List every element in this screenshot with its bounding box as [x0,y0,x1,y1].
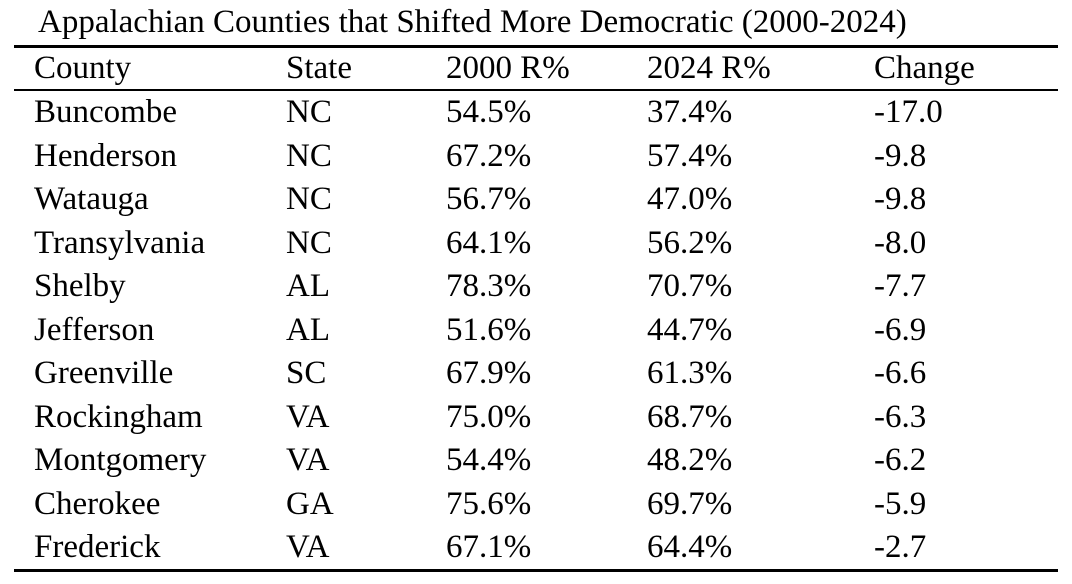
table-title: Appalachian Counties that Shifted More D… [38,4,907,40]
table-cell: SC [286,355,327,391]
table-cell: 67.1% [446,529,532,565]
table-cell: VA [286,442,330,478]
table-row: Watauga NC 56.7% 47.0% -9.8 [14,178,1058,221]
table-cell: 67.2% [446,137,532,174]
table-cell: 47.0% [647,181,733,217]
table-row: Montgomery VA 54.4% 48.2% -6.2 [14,439,1058,482]
table-cell: AL [286,268,330,304]
table-row: Cherokee GA 75.6% 69.7% -5.9 [14,483,1058,526]
table-cell: 64.4% [647,529,733,565]
table-cell: VA [286,398,330,435]
table-row: Greenville SC 67.9% 61.3% -6.6 [14,352,1058,395]
table-cell: -9.8 [874,181,927,217]
table-cell: -6.9 [874,311,927,348]
header-cell-2000r: 2000 R% [446,50,570,86]
table-cell: NC [286,94,332,130]
table-cell: -8.0 [874,224,927,261]
table-cell: Shelby [34,268,126,304]
table-cell: -2.7 [874,529,927,565]
table-cell: GA [286,485,334,522]
table-cell: Henderson [34,137,177,174]
table-cell: AL [286,311,330,348]
table-cell: 64.1% [446,224,532,261]
county-shift-table-figure: Appalachian Counties that Shifted More D… [14,0,1058,572]
table-row: Buncombe NC 54.5% 37.4% -17.0 [14,91,1058,134]
table-cell: Rockingham [34,398,203,435]
table-cell: 37.4% [647,94,733,130]
table-cell: Cherokee [34,485,161,522]
header-cell-state: State [286,50,352,86]
table-cell: 75.0% [446,398,532,435]
table-cell: -9.8 [874,137,927,174]
table-cell: Montgomery [34,442,207,478]
table-header: County State 2000 R% 2024 R% Change [14,45,1058,91]
table-cell: 57.4% [647,137,733,174]
county-shift-table: County State 2000 R% 2024 R% Change Bunc… [14,45,1058,572]
table-row: Jefferson AL 51.6% 44.7% -6.9 [14,309,1058,352]
table-cell: 56.7% [446,181,532,217]
table-row: Shelby AL 78.3% 70.7% -7.7 [14,265,1058,308]
table-cell: Greenville [34,355,174,391]
table-cell: VA [286,529,330,565]
header-cell-change: Change [874,50,975,86]
table-cell: 78.3% [446,268,532,304]
table-cell: 67.9% [446,355,532,391]
table-row: Rockingham VA 75.0% 68.7% -6.3 [14,396,1058,439]
table-cell: -17.0 [874,94,943,130]
table-cell: Jefferson [34,311,155,348]
table-cell: 61.3% [647,355,733,391]
table-cell: 75.6% [446,485,532,522]
table-row: Transylvania NC 64.1% 56.2% -8.0 [14,222,1058,265]
table-row: Henderson NC 67.2% 57.4% -9.8 [14,135,1058,178]
table-cell: 54.5% [446,94,532,130]
table-cell: 69.7% [647,485,733,522]
table-cell: -6.3 [874,398,927,435]
table-cell: -5.9 [874,485,927,522]
table-cell: 44.7% [647,311,733,348]
table-cell: 51.6% [446,311,532,348]
header-row: County State 2000 R% 2024 R% Change [14,48,1058,89]
table-cell: 56.2% [647,224,733,261]
table-row: Frederick VA 67.1% 64.4% -2.7 [14,526,1058,569]
table-cell: -6.6 [874,355,927,391]
table-body: Buncombe NC 54.5% 37.4% -17.0 Henderson NC 67.2… [14,91,1058,569]
table-cell: NC [286,181,332,217]
table-cell: NC [286,224,332,261]
table-cell: 54.4% [446,442,532,478]
table-cell: NC [286,137,332,174]
table-cell: 68.7% [647,398,733,435]
table-cell: 48.2% [647,442,733,478]
table-cell: -7.7 [874,268,927,304]
table-cell: 70.7% [647,268,733,304]
header-cell-2024r: 2024 R% [647,50,771,86]
table-cell: Frederick [34,529,161,565]
table-cell: Watauga [34,181,149,217]
header-cell-county: County [34,50,132,86]
table-cell: -6.2 [874,442,927,478]
table-cell: Transylvania [34,224,206,261]
table-cell: Buncombe [34,94,177,130]
